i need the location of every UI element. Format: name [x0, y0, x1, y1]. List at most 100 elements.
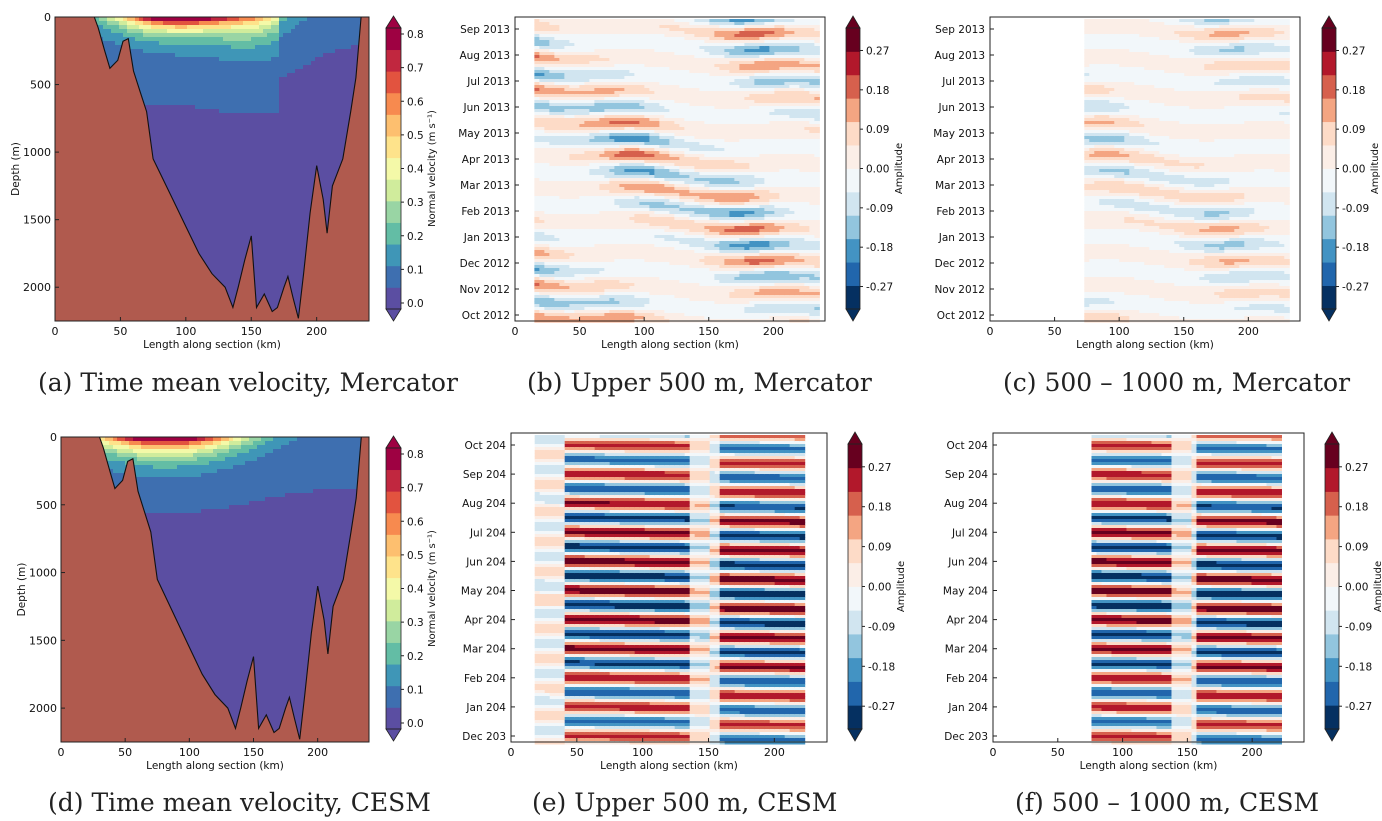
colorbar-tick-label: 0.09	[866, 124, 889, 136]
colorbar-tick-label: 0.09	[1342, 124, 1365, 136]
caption-d: (d) Time mean velocity, CESM	[48, 788, 431, 817]
x-tick-label: 200	[763, 325, 784, 338]
colorbar-label: Amplitude	[894, 143, 905, 194]
y-tick-label: May 2013	[933, 128, 985, 140]
y-tick-label: Oct 204	[946, 440, 988, 452]
chart-b: 0 50 100 150 200 Oct 2012 Nov 2012 Dec 2012 Jan …	[458, 15, 905, 351]
y-tick-label: Apr 204	[946, 615, 988, 627]
plot-frame	[989, 16, 1301, 322]
colorbar-segment	[846, 262, 860, 286]
amplitude-field	[1084, 19, 1290, 323]
colorbar-segment	[386, 265, 401, 288]
colorbar-tick-label: 0.8	[407, 449, 424, 461]
y-tick-label: Aug 2013	[459, 50, 510, 62]
y-tick-label: Jan 2013	[463, 232, 510, 244]
colorbar-tick-label: -0.09	[1345, 621, 1372, 633]
colorbar-tick-label: -0.09	[868, 621, 895, 633]
x-tick-label: 50	[570, 746, 584, 759]
colorbar-tick-label: -0.18	[866, 242, 893, 254]
x-tick-label: 200	[1242, 746, 1263, 759]
x-tick-label: 50	[1051, 746, 1065, 759]
colorbar-tick-label: 0.4	[407, 584, 424, 596]
y-tick-label: Oct 2012	[937, 310, 985, 322]
x-tick-label: 200	[1238, 325, 1259, 338]
caption-b: (b) Upper 500 m, Mercator	[527, 368, 872, 397]
colorbar-segment	[386, 179, 401, 202]
colorbar-segment	[1322, 28, 1336, 52]
colorbar-tick-label: 0.4	[407, 164, 424, 176]
colorbar: 0.0 0.1 0.2 0.3 0.4 0.5 0.6 0.7 0.8 Normal veloci…	[385, 15, 438, 322]
colorbar-segment	[1325, 515, 1339, 540]
colorbar-segment	[846, 74, 860, 99]
colorbar-segment	[846, 28, 860, 52]
x-tick-label: 50	[113, 325, 127, 338]
x-tick-label: 0	[512, 325, 519, 338]
colorbar-tick-label: 0.1	[407, 684, 424, 696]
colorbar-segment	[386, 642, 401, 665]
colorbar-tick-label: 0.7	[407, 63, 424, 75]
y-tick-label: 0	[44, 11, 51, 24]
y-axis-label: Depth (m)	[16, 563, 28, 617]
colorbar-segment	[846, 285, 860, 310]
colorbar-extend-max	[1324, 431, 1340, 445]
colorbar-segment	[386, 599, 401, 622]
y-tick-label: 500	[36, 499, 57, 512]
y-tick-label: Dec 203	[944, 731, 988, 743]
colorbar-tick-label: 0.8	[407, 29, 424, 41]
colorbar-tick-label: 0.00	[1342, 164, 1365, 176]
caption-a: (a) Time mean velocity, Mercator	[38, 368, 458, 397]
y-tick-label: Mar 204	[463, 644, 507, 656]
colorbar-tick-label: 0.5	[407, 130, 424, 142]
y-tick-label: Nov 2012	[459, 284, 510, 296]
x-tick-label: 200	[306, 325, 327, 338]
x-axis-label: Length along section (km)	[146, 760, 284, 772]
colorbar-label: Amplitude	[1370, 143, 1381, 194]
colorbar-tick-label: -0.18	[1345, 661, 1372, 673]
x-tick-label: 100	[634, 325, 655, 338]
x-axis-label: Length along section (km)	[1076, 339, 1214, 351]
colorbar-tick-label: 0.27	[1345, 462, 1368, 474]
colorbar-segment	[846, 215, 860, 240]
chart-c: 0 50 100 150 200 Oct 2012 Nov 2012 Dec 2012 Jan …	[933, 15, 1381, 351]
colorbar-segment	[386, 469, 401, 492]
colorbar-segment	[1322, 98, 1336, 123]
colorbar-tick-label: 0.09	[868, 542, 891, 554]
y-tick-label: Dec 2012	[935, 258, 985, 270]
y-tick-label: Aug 2013	[934, 50, 985, 62]
colorbar-segment	[386, 244, 401, 267]
x-tick-label: 0	[52, 325, 59, 338]
colorbar-segment	[1322, 262, 1336, 286]
colorbar-tick-label: 0.2	[407, 231, 424, 243]
colorbar-segment	[846, 191, 860, 216]
y-tick-label: 2000	[29, 702, 57, 715]
x-tick-label: 150	[1173, 325, 1194, 338]
colorbar-segment	[846, 238, 860, 263]
x-tick-label: 200	[764, 746, 785, 759]
y-tick-label: 1000	[23, 146, 51, 159]
colorbar-tick-label: -0.09	[866, 203, 893, 215]
x-tick-label: 100	[175, 325, 196, 338]
colorbar-segment	[848, 467, 862, 492]
colorbar-segment	[1325, 657, 1339, 682]
y-tick-label: Mar 2013	[935, 180, 985, 192]
y-tick-label: 1500	[29, 634, 57, 647]
colorbar-segment	[1325, 444, 1339, 469]
colorbar-segment	[846, 145, 860, 169]
colorbar-segment	[846, 98, 860, 123]
colorbar-tick-label: 0.00	[866, 164, 889, 176]
colorbar-segment	[1325, 491, 1339, 516]
x-tick-label: 100	[179, 746, 200, 759]
colorbar-segment	[1322, 51, 1336, 76]
colorbar-segment	[386, 707, 401, 730]
colorbar-extend-max	[385, 15, 402, 29]
y-tick-label: Feb 2013	[461, 206, 510, 218]
colorbar-segment	[848, 539, 862, 564]
caption-c: (c) 500 – 1000 m, Mercator	[1003, 368, 1350, 397]
colorbar-segment	[1325, 586, 1339, 611]
colorbar: 0.0 0.1 0.2 0.3 0.4 0.5 0.6 0.7 0.8 Normal veloci…	[385, 435, 438, 742]
colorbar-segment	[1322, 285, 1336, 310]
y-tick-label: Aug 204	[462, 498, 506, 510]
y-tick-label: Dec 2012	[460, 258, 510, 270]
